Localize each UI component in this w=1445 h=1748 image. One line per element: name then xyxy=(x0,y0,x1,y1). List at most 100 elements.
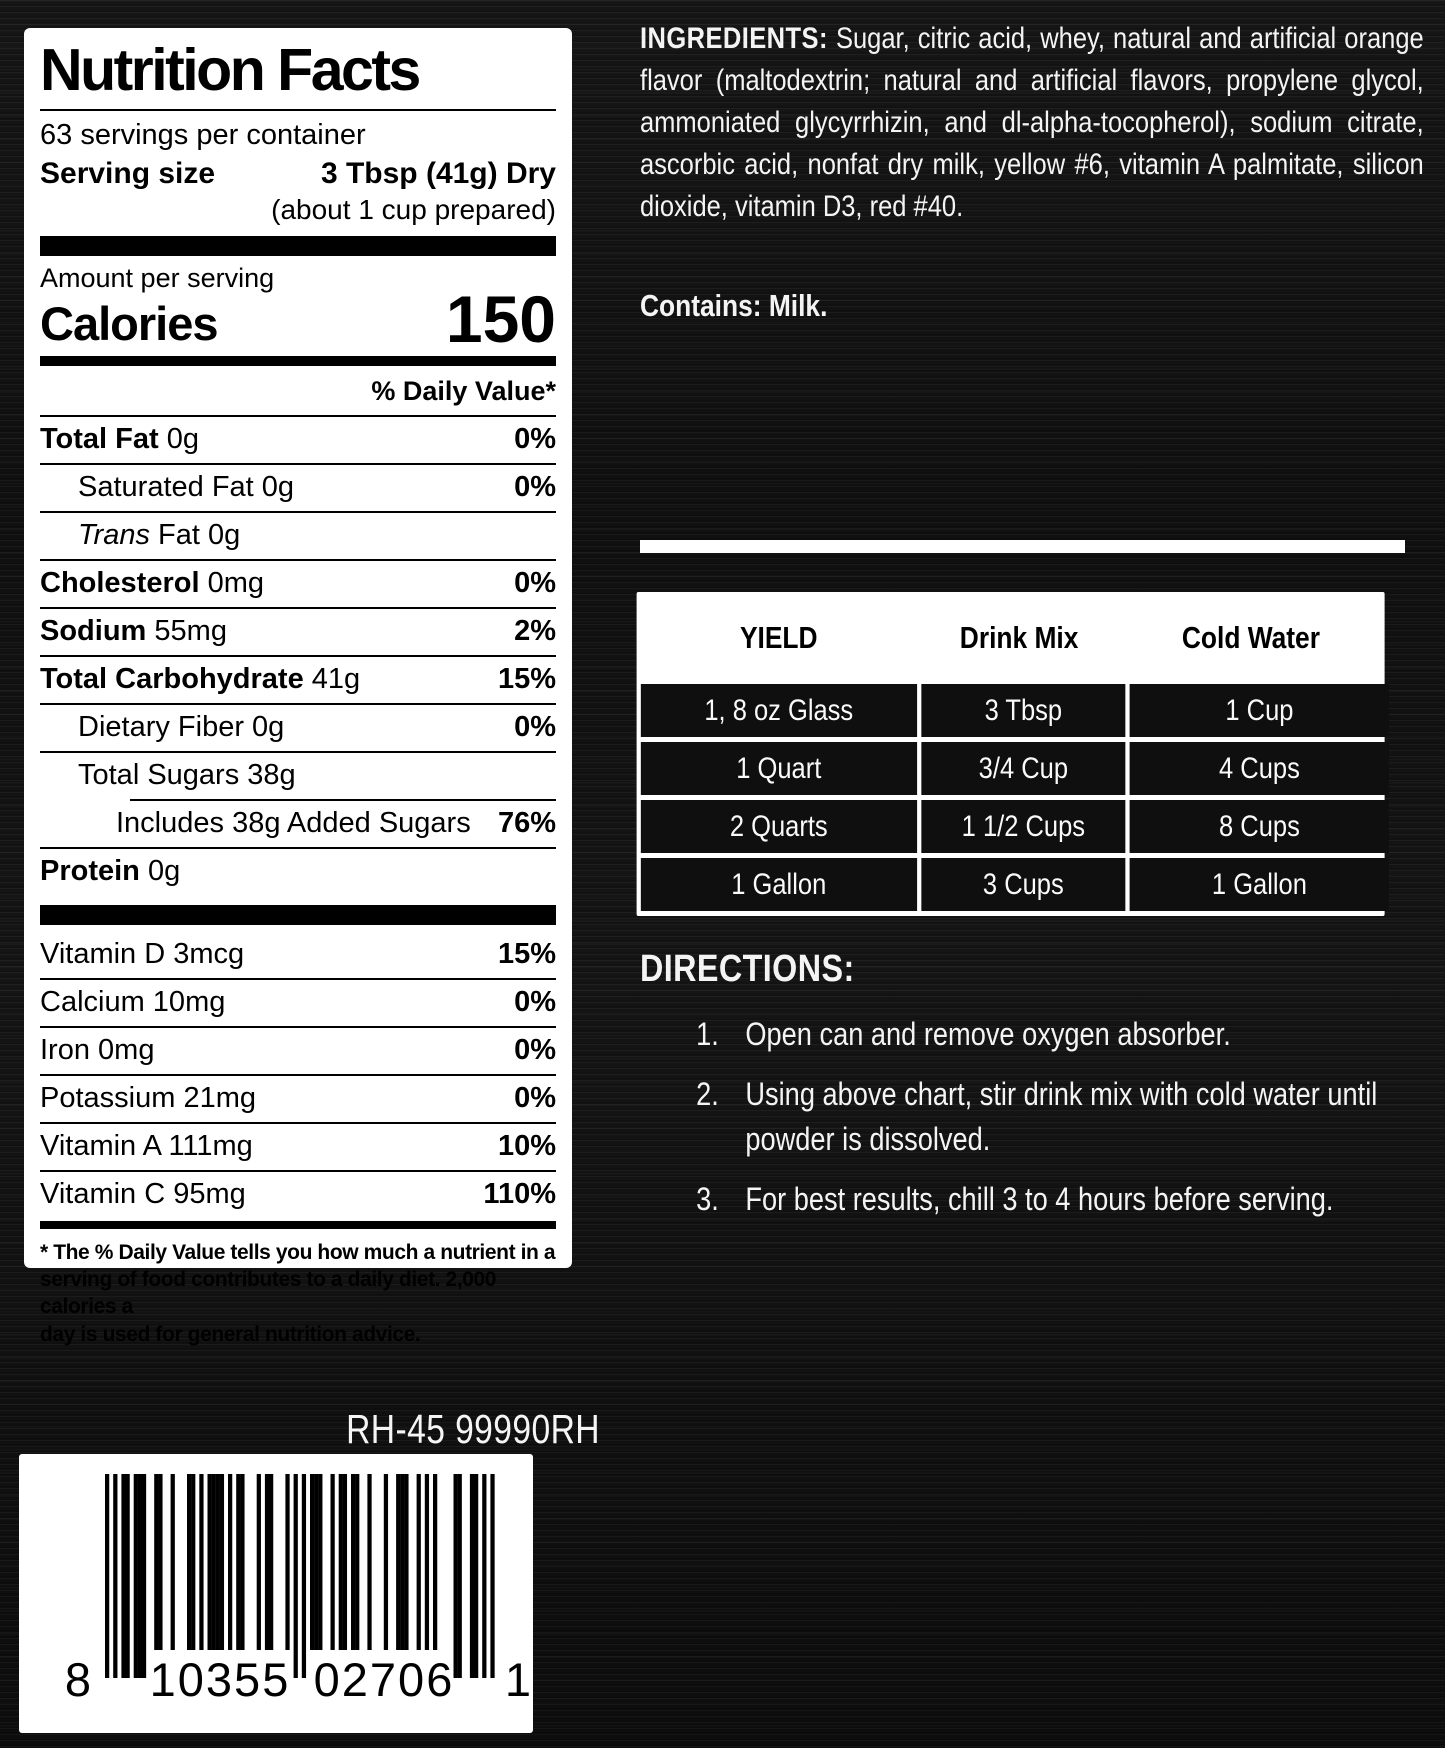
barcode-digits: 02706 xyxy=(314,1653,455,1706)
barcode-digits: 10355 xyxy=(150,1653,291,1706)
yield-cell: 1 Cup xyxy=(1130,684,1389,737)
row-divider xyxy=(130,798,556,801)
serving-size-label: Serving size xyxy=(40,157,216,191)
nutrient-row: Dietary Fiber 0g 0% xyxy=(40,705,556,751)
nutrient-name: Protein 0g xyxy=(40,854,181,887)
yield-cell: 1 Quart xyxy=(640,742,917,795)
ingredients-paragraph: INGREDIENTS: Sugar, citric acid, whey, n… xyxy=(640,18,1424,228)
nutrient-row: Vitamin D 3mcg 15% xyxy=(40,932,556,978)
amount-per-serving-label: Amount per serving xyxy=(40,263,275,294)
yield-column-header: YIELD xyxy=(739,620,818,655)
divider-thick-bar xyxy=(40,904,556,925)
separator-bar xyxy=(640,540,1405,553)
row-divider xyxy=(40,1073,556,1076)
row-divider xyxy=(40,1121,556,1124)
barcode-graphic: 8 10355 02706 1 xyxy=(65,1474,531,1706)
nutrient-row: Cholesterol 0mg 0% xyxy=(40,561,556,607)
row-divider xyxy=(40,414,556,417)
directions-list: Open can and remove oxygen absorber. Usin… xyxy=(689,1012,1407,1237)
yield-cell: 8 Cups xyxy=(1130,800,1389,853)
calories-row: Calories 150 xyxy=(40,282,556,357)
nutrient-daily-value: 0% xyxy=(514,422,556,455)
daily-value-footnote: * The % Daily Value tells you how much a… xyxy=(40,1239,556,1348)
ingredients-text: Sugar, citric acid, whey, natural and ar… xyxy=(640,22,1424,223)
row-divider xyxy=(40,977,556,980)
nutrient-name: Potassium 21mg xyxy=(40,1081,256,1114)
serving-size-row: Serving size 3 Tbsp (41g) Dry xyxy=(40,157,556,191)
nutrient-row: Trans Fat 0g xyxy=(40,513,556,559)
divider-thick-bar xyxy=(40,236,556,257)
servings-per-container: 63 servings per container xyxy=(40,119,366,152)
nutrient-row: Sodium 55mg 2% xyxy=(40,609,556,655)
yield-cell: 1 Gallon xyxy=(640,858,917,911)
nutrient-row: Includes 38g Added Sugars 76% xyxy=(40,801,556,847)
right-column: INGREDIENTS: Sugar, citric acid, whey, n… xyxy=(636,0,1425,1300)
calories-label: Calories xyxy=(40,296,218,350)
nutrient-daily-value: 15% xyxy=(497,937,556,970)
nutrient-daily-value: 110% xyxy=(483,1177,556,1210)
row-divider xyxy=(40,846,556,849)
nutrient-name: Vitamin C 95mg xyxy=(40,1177,246,1210)
nutrient-daily-value: 10% xyxy=(497,1129,556,1162)
nutrient-name: Cholesterol 0mg xyxy=(40,566,265,599)
nutrient-daily-value: 76% xyxy=(497,806,556,839)
nutrition-facts-title: Nutrition Facts xyxy=(40,40,556,112)
yield-cell: 3 Tbsp xyxy=(920,684,1126,737)
yield-column-header: Drink Mix xyxy=(959,620,1079,655)
calories-value: 150 xyxy=(445,282,556,357)
divider-medium-bar xyxy=(40,355,556,366)
barcode: 8 10355 02706 1 xyxy=(19,1454,533,1733)
nutrient-name: Total Fat 0g xyxy=(40,422,200,455)
nutrient-name: Trans Fat 0g xyxy=(78,518,241,551)
contains-statement: Contains: Milk. xyxy=(640,288,828,323)
serving-size-note: (about 1 cup prepared) xyxy=(271,194,556,226)
yield-cell: 3 Cups xyxy=(920,858,1126,911)
nutrient-row: Calcium 10mg 0% xyxy=(40,980,556,1026)
nutrient-daily-value: 0% xyxy=(514,566,556,599)
vitamin-rows: Vitamin D 3mcg 15% Calcium 10mg 0% Iron 0mg 0… xyxy=(40,932,556,1218)
nutrient-daily-value: 0% xyxy=(514,470,556,503)
nutrient-rows: Total Fat 0g 0% Saturated Fat 0g 0% Trans Fa… xyxy=(40,414,556,895)
ingredients-label: INGREDIENTS: xyxy=(640,22,828,55)
nutrient-name: Total Sugars 38g xyxy=(78,758,296,791)
nutrient-name: Vitamin A 111mg xyxy=(40,1129,253,1162)
nutrition-facts-panel: Nutrition Facts 63 servings per containe… xyxy=(24,28,572,1346)
direction-item: Using above chart, stir drink mix with c… xyxy=(696,1072,1378,1157)
row-divider xyxy=(40,462,556,465)
yield-table-header: YIELD Drink Mix Cold Water xyxy=(641,592,1381,684)
nutrient-row: Total Carbohydrate 41g 15% xyxy=(40,657,556,703)
nutrient-row: Potassium 21mg 0% xyxy=(40,1076,556,1122)
product-code: RH-45 99990RH xyxy=(346,1406,600,1452)
yield-cell: 4 Cups xyxy=(1130,742,1389,795)
nutrient-daily-value: 2% xyxy=(514,614,556,647)
direction-item: Open can and remove oxygen absorber. xyxy=(696,1012,1231,1057)
nutrient-daily-value: 0% xyxy=(514,710,556,743)
nutrient-daily-value: 0% xyxy=(514,1081,556,1114)
yield-table-body: 1, 8 oz Glass 3 Tbsp 1 Cup 1 Quart 3/4 Cup 4 … xyxy=(640,684,1389,911)
nutrient-daily-value: 0% xyxy=(514,1033,556,1066)
footnote-line: * The % Daily Value tells you how much a… xyxy=(40,1240,556,1264)
row-divider xyxy=(40,750,556,753)
row-divider xyxy=(40,702,556,705)
nutrient-name: Total Carbohydrate 41g xyxy=(40,662,361,695)
nutrient-row: Protein 0g xyxy=(40,849,556,895)
nutrient-daily-value: 15% xyxy=(497,662,556,695)
serving-size-value: 3 Tbsp (41g) Dry xyxy=(320,157,556,191)
row-divider xyxy=(40,606,556,609)
yield-cell: 1 1/2 Cups xyxy=(920,800,1126,853)
yield-cell: 1 Gallon xyxy=(1130,858,1389,911)
divider-small-bar xyxy=(40,1220,556,1229)
nutrient-name: Includes 38g Added Sugars xyxy=(116,806,471,839)
yield-cell: 1, 8 oz Glass xyxy=(640,684,917,737)
nutrient-name: Sodium 55mg xyxy=(40,614,227,647)
nutrient-row: Saturated Fat 0g 0% xyxy=(40,465,556,511)
nutrient-name: Calcium 10mg xyxy=(40,985,226,1018)
nutrient-name: Dietary Fiber 0g xyxy=(78,710,285,743)
daily-value-header: % Daily Value* xyxy=(371,375,556,406)
row-divider xyxy=(40,510,556,513)
footnote-line: day is used for general nutrition advice… xyxy=(40,1322,421,1346)
nutrient-row: Vitamin C 95mg 110% xyxy=(40,1172,556,1218)
yield-cell: 2 Quarts xyxy=(640,800,917,853)
directions-title: DIRECTIONS: xyxy=(640,948,855,990)
